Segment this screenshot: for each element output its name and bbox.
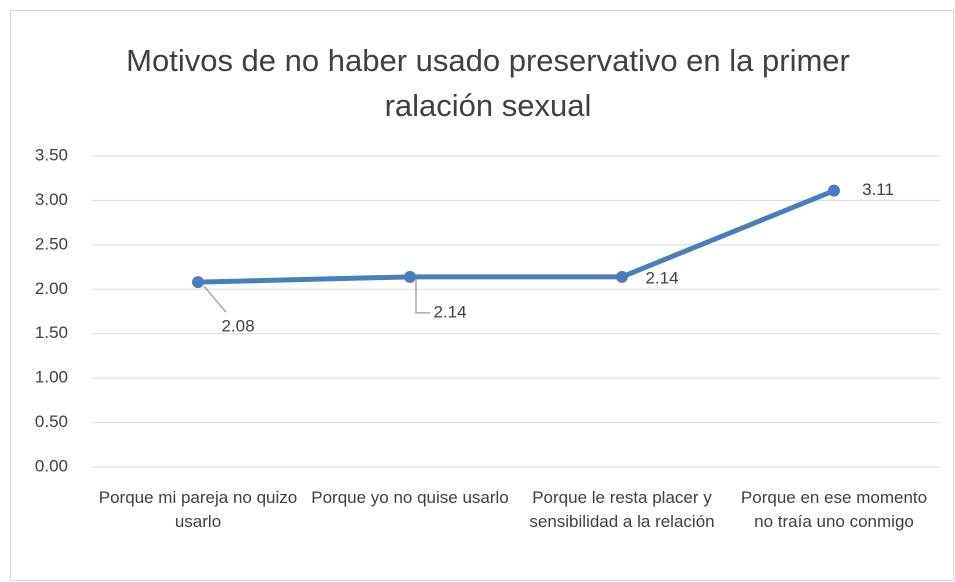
x-tick-label: Porque en ese momento no traía uno conmi… xyxy=(740,488,928,531)
y-tick-label: 2.50 xyxy=(35,234,68,253)
leader-line xyxy=(203,285,227,313)
leader-line xyxy=(415,278,430,314)
y-tick-label: 0.50 xyxy=(35,412,68,431)
y-tick-label: 3.00 xyxy=(35,190,68,209)
line xyxy=(197,188,835,285)
marker xyxy=(404,270,416,283)
data-label: 3.11 xyxy=(862,180,894,199)
y-tick-label: 1.00 xyxy=(35,368,68,387)
chart-title: Motivos de no haber usado preservativo e… xyxy=(126,43,850,123)
data-label: 2.14 xyxy=(433,302,466,321)
data-label: 2.14 xyxy=(645,268,678,287)
x-tick-label: Porque le resta placer y sensibilidad a … xyxy=(529,488,715,531)
y-tick-label: 0.00 xyxy=(35,456,68,475)
marker xyxy=(192,276,204,289)
data-label: 2.08 xyxy=(221,317,254,336)
marker xyxy=(828,184,840,197)
x-tick-label: Porque yo no quise usarlo xyxy=(311,488,509,507)
chart-border xyxy=(10,10,954,581)
x-tick-label: Porque mi pareja no quizo usarlo xyxy=(98,488,298,531)
y-tick-label: 1.50 xyxy=(35,323,68,342)
y-tick-label: 3.50 xyxy=(35,145,68,164)
marker xyxy=(616,270,628,283)
y-tick-label: 2.00 xyxy=(35,279,68,298)
